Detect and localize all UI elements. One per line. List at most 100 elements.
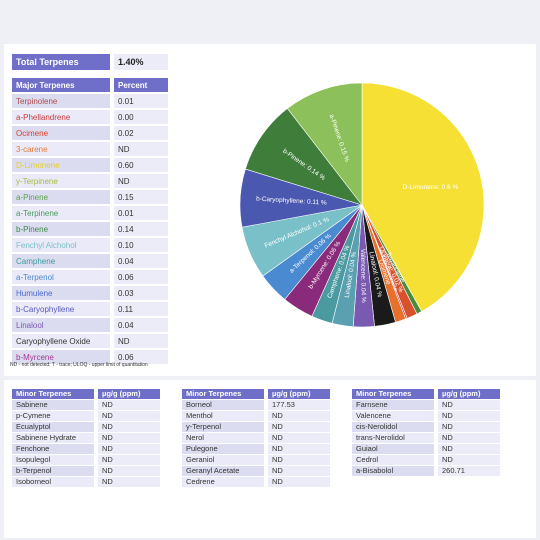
major-terpene-percent: 0.06: [114, 270, 168, 284]
major-terpene-name: a-Terpenol: [12, 270, 114, 284]
major-terpene-percent: 0.03: [114, 286, 168, 300]
major-terpene-name: 3-carene: [12, 142, 114, 156]
minor-terpene-name: Menthol: [182, 411, 268, 421]
major-terpene-name: Linalool: [12, 318, 114, 332]
major-terpene-row: Humulene 0.03: [12, 286, 168, 300]
minor-terpene-row: Sabinene ND: [12, 400, 160, 410]
minor-header-ppm: µg/g (ppm): [98, 389, 160, 399]
major-terpene-row: Linalool 0.04: [12, 318, 168, 332]
minor-terpene-ppm: ND: [98, 444, 160, 454]
minor-terpene-ppm: ND: [98, 477, 160, 487]
minor-terpene-ppm: ND: [268, 477, 330, 487]
minor-terpene-ppm: ND: [98, 411, 160, 421]
minor-terpene-row: Isopulegol ND: [12, 455, 160, 465]
major-terpene-row: a-Terpenol 0.06: [12, 270, 168, 284]
minor-terpene-name: trans-Nerolidol: [352, 433, 438, 443]
minor-terpene-row: y-Terpenol ND: [182, 422, 330, 432]
major-terpene-percent: 0.15: [114, 190, 168, 204]
minor-terpene-row: Guiaol ND: [352, 444, 500, 454]
minor-terpene-row: Isoborneol ND: [12, 477, 160, 487]
minor-terpene-row: Menthol ND: [182, 411, 330, 421]
minor-terpene-row: a-Bisabolol 260.71: [352, 466, 500, 476]
minor-terpene-name: Geraniol: [182, 455, 268, 465]
major-terpene-percent: 0.04: [114, 318, 168, 332]
major-terpene-name: Terpinolene: [12, 94, 114, 108]
minor-terpene-row: Cedrene ND: [182, 477, 330, 487]
major-terpene-name: Fenchyl Alchohol: [12, 238, 114, 252]
major-terpene-percent: ND: [114, 174, 168, 188]
major-terpene-row: Camphene 0.04: [12, 254, 168, 268]
minor-terpenes-table-2: Minor Terpenes µg/g (ppm) Borneol 177.53 Men…: [182, 388, 330, 488]
minor-terpenes-table-1: Minor Terpenes µg/g (ppm) Sabinene ND p-Cyme…: [12, 388, 160, 488]
minor-terpene-row: Ecualyptol ND: [12, 422, 160, 432]
minor-terpene-ppm: ND: [98, 422, 160, 432]
major-terpene-percent: ND: [114, 142, 168, 156]
major-terpene-percent: 0.02: [114, 126, 168, 140]
minor-terpene-row: Nerol ND: [182, 433, 330, 443]
minor-header-name: Minor Terpenes: [12, 389, 98, 399]
major-terpene-row: b-Caryophyllene 0.11: [12, 302, 168, 316]
major-terpene-percent: 0.06: [114, 350, 168, 364]
minor-terpene-name: cis-Nerolidol: [352, 422, 438, 432]
major-terpene-name: Camphene: [12, 254, 114, 268]
minor-terpene-name: Isopulegol: [12, 455, 98, 465]
major-terpene-row: a-Terpinene 0.01: [12, 206, 168, 220]
major-terpene-row: 3-carene ND: [12, 142, 168, 156]
major-terpene-name: Ocimene: [12, 126, 114, 140]
minor-terpene-name: y-Terpenol: [182, 422, 268, 432]
minor-terpene-row: Cedrol ND: [352, 455, 500, 465]
total-terpenes-value: 1.40%: [114, 54, 168, 70]
minor-terpenes-table-3: Minor Terpenes µg/g (ppm) Farnsene ND Valenc…: [352, 388, 500, 477]
minor-terpene-ppm: ND: [98, 466, 160, 476]
minor-terpene-name: p-Cymene: [12, 411, 98, 421]
minor-terpene-name: Cedrene: [182, 477, 268, 487]
minor-terpene-ppm: ND: [268, 433, 330, 443]
minor-terpene-ppm: ND: [438, 422, 500, 432]
major-terpene-percent: 0.14: [114, 222, 168, 236]
major-terpene-row: b-Myrcene 0.06: [12, 350, 168, 364]
minor-terpene-row: Geranyl Acetate ND: [182, 466, 330, 476]
minor-header-name: Minor Terpenes: [182, 389, 268, 399]
major-terpene-row: D-Limonene 0.60: [12, 158, 168, 172]
minor-terpene-row: Geraniol ND: [182, 455, 330, 465]
major-terpene-name: b-Myrcene: [12, 350, 114, 364]
major-terpene-row: a-Phellandrene 0.00: [12, 110, 168, 124]
minor-terpene-row: b-Terpenol ND: [12, 466, 160, 476]
major-terpene-name: b-Caryophyllene: [12, 302, 114, 316]
major-header-percent: Percent: [114, 78, 168, 92]
major-terpene-row: Caryophyllene Oxide ND: [12, 334, 168, 348]
total-terpenes-table: Total Terpenes 1.40%: [12, 52, 168, 72]
minor-terpene-name: Pulegone: [182, 444, 268, 454]
major-terpene-row: Ocimene 0.02: [12, 126, 168, 140]
minor-terpene-name: Borneol: [182, 400, 268, 410]
major-terpene-row: a-Pinene 0.15: [12, 190, 168, 204]
minor-terpene-name: Fenchone: [12, 444, 98, 454]
minor-terpene-row: p-Cymene ND: [12, 411, 160, 421]
minor-terpene-ppm: ND: [98, 400, 160, 410]
major-terpenes-table: Major Terpenes Percent Terpinolene 0.01 a-…: [12, 76, 168, 366]
major-terpene-name: y-Terpinene: [12, 174, 114, 188]
major-terpene-name: a-Pinene: [12, 190, 114, 204]
minor-header-ppm: µg/g (ppm): [438, 389, 500, 399]
minor-terpene-name: Farnsene: [352, 400, 438, 410]
minor-terpene-row: Borneol 177.53: [182, 400, 330, 410]
minor-terpene-ppm: ND: [438, 433, 500, 443]
major-terpene-percent: 0.00: [114, 110, 168, 124]
major-terpene-name: b-Pinene: [12, 222, 114, 236]
major-terpene-percent: 0.10: [114, 238, 168, 252]
minor-terpene-ppm: ND: [438, 444, 500, 454]
pie-slice-label: b-Caryophyllene: 0.11 %: [256, 196, 327, 207]
major-terpene-row: y-Terpinene ND: [12, 174, 168, 188]
minor-terpene-row: Sabinene Hydrate ND: [12, 433, 160, 443]
minor-header-name: Minor Terpenes: [352, 389, 438, 399]
major-terpene-name: D-Limonene: [12, 158, 114, 172]
minor-terpene-row: Pulegone ND: [182, 444, 330, 454]
major-terpene-row: Fenchyl Alchohol 0.10: [12, 238, 168, 252]
minor-terpene-ppm: ND: [268, 455, 330, 465]
minor-terpene-name: Sabinene Hydrate: [12, 433, 98, 443]
minor-terpene-ppm: ND: [98, 433, 160, 443]
minor-terpene-ppm: 177.53: [268, 400, 330, 410]
major-terpene-name: Caryophyllene Oxide: [12, 334, 114, 348]
minor-terpene-name: a-Bisabolol: [352, 466, 438, 476]
major-terpene-percent: 0.11: [114, 302, 168, 316]
